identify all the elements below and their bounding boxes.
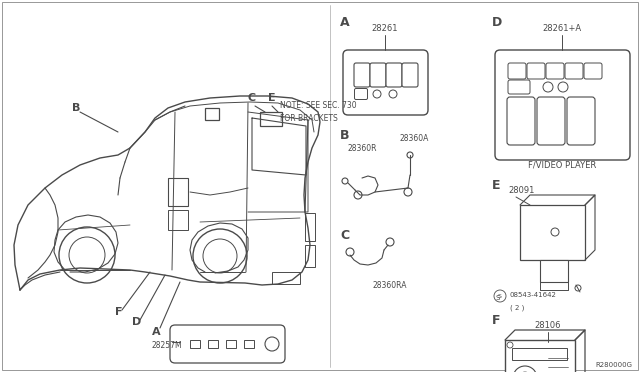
Bar bbox=[520, 205, 585, 260]
Bar bbox=[190, 340, 200, 348]
Bar bbox=[272, 272, 300, 284]
Circle shape bbox=[342, 178, 348, 184]
Bar bbox=[205, 108, 219, 120]
Text: A: A bbox=[152, 327, 161, 337]
FancyBboxPatch shape bbox=[370, 63, 386, 87]
Text: E: E bbox=[492, 179, 500, 192]
FancyBboxPatch shape bbox=[507, 97, 535, 145]
Text: S: S bbox=[496, 295, 500, 301]
Bar bbox=[168, 178, 188, 206]
FancyBboxPatch shape bbox=[170, 325, 285, 363]
Circle shape bbox=[389, 90, 397, 98]
Text: C: C bbox=[340, 228, 349, 241]
Circle shape bbox=[59, 227, 115, 283]
Bar bbox=[260, 112, 282, 126]
Circle shape bbox=[373, 90, 381, 98]
Text: B: B bbox=[72, 103, 81, 113]
Circle shape bbox=[513, 366, 537, 372]
Text: E: E bbox=[268, 93, 276, 103]
Text: F: F bbox=[115, 307, 122, 317]
FancyBboxPatch shape bbox=[546, 63, 564, 79]
Circle shape bbox=[203, 239, 237, 273]
Bar bbox=[305, 213, 315, 241]
Bar bbox=[168, 210, 188, 230]
FancyBboxPatch shape bbox=[537, 97, 565, 145]
Circle shape bbox=[404, 188, 412, 196]
FancyBboxPatch shape bbox=[565, 63, 583, 79]
Bar bbox=[305, 245, 315, 267]
FancyBboxPatch shape bbox=[386, 63, 402, 87]
FancyBboxPatch shape bbox=[354, 63, 370, 87]
FancyBboxPatch shape bbox=[567, 97, 595, 145]
FancyBboxPatch shape bbox=[527, 63, 545, 79]
Text: 28091: 28091 bbox=[508, 186, 534, 195]
Text: ( 2 ): ( 2 ) bbox=[510, 305, 524, 311]
Text: FOR BRACKETS: FOR BRACKETS bbox=[280, 113, 338, 122]
FancyBboxPatch shape bbox=[584, 63, 602, 79]
Circle shape bbox=[265, 337, 279, 351]
FancyBboxPatch shape bbox=[495, 50, 630, 160]
FancyBboxPatch shape bbox=[402, 63, 418, 87]
Text: 28106: 28106 bbox=[535, 321, 561, 330]
Text: 28257M: 28257M bbox=[152, 340, 182, 350]
FancyBboxPatch shape bbox=[343, 50, 428, 115]
Circle shape bbox=[407, 152, 413, 158]
Circle shape bbox=[193, 229, 247, 283]
FancyBboxPatch shape bbox=[508, 80, 530, 94]
Circle shape bbox=[386, 238, 394, 246]
Circle shape bbox=[346, 248, 354, 256]
Text: A: A bbox=[340, 16, 349, 29]
Bar bbox=[244, 340, 254, 348]
Text: 28360RA: 28360RA bbox=[372, 280, 407, 289]
FancyBboxPatch shape bbox=[508, 63, 526, 79]
Text: 08543-41642: 08543-41642 bbox=[510, 292, 557, 298]
Circle shape bbox=[558, 82, 568, 92]
FancyBboxPatch shape bbox=[355, 89, 367, 99]
Text: D: D bbox=[132, 317, 141, 327]
Bar bbox=[208, 340, 218, 348]
Text: C: C bbox=[248, 93, 256, 103]
Circle shape bbox=[69, 237, 105, 273]
Circle shape bbox=[494, 290, 506, 302]
Circle shape bbox=[507, 342, 513, 348]
Bar bbox=[226, 340, 236, 348]
Text: B: B bbox=[340, 128, 349, 141]
Text: D: D bbox=[492, 16, 502, 29]
Text: NOTE: SEE SEC. 730: NOTE: SEE SEC. 730 bbox=[280, 100, 356, 109]
Text: F/VIDEO PLAYER: F/VIDEO PLAYER bbox=[528, 160, 596, 170]
Text: 28360A: 28360A bbox=[400, 134, 429, 142]
Circle shape bbox=[575, 285, 581, 291]
Bar bbox=[540, 260, 568, 282]
Circle shape bbox=[551, 228, 559, 236]
Circle shape bbox=[543, 82, 553, 92]
Text: 28261+A: 28261+A bbox=[543, 23, 582, 32]
Text: 28360R: 28360R bbox=[348, 144, 378, 153]
Bar bbox=[512, 348, 567, 360]
Text: F: F bbox=[492, 314, 500, 327]
Bar bbox=[505, 340, 575, 372]
Text: R280000G: R280000G bbox=[595, 362, 632, 368]
Text: S: S bbox=[498, 294, 502, 298]
Text: 28261: 28261 bbox=[372, 23, 398, 32]
Circle shape bbox=[354, 191, 362, 199]
